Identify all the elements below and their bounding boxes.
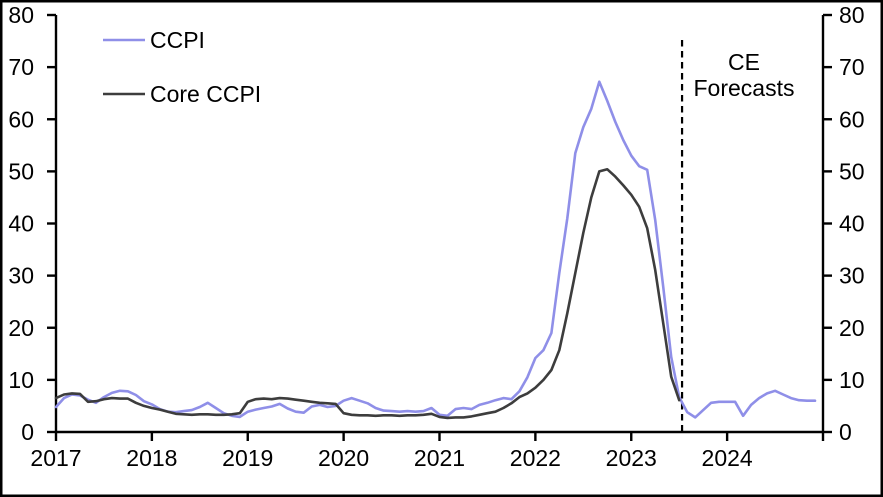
y-axis-tick-label-right: 40 — [839, 211, 865, 237]
x-axis-tick-label: 2021 — [414, 445, 465, 471]
y-axis-tick-label-left: 60 — [8, 106, 34, 132]
y-axis-tick-label-left: 50 — [8, 158, 34, 184]
forecast-annotation-line1: CE — [728, 49, 760, 75]
y-axis-tick-label-right: 0 — [839, 419, 852, 445]
x-axis-tick-label: 2023 — [606, 445, 657, 471]
y-axis-tick-label-left: 10 — [8, 367, 34, 393]
x-axis-tick-label: 2020 — [318, 445, 369, 471]
forecast-annotation-line2: Forecasts — [694, 75, 795, 101]
series-layer — [54, 40, 817, 432]
x-axis-tick-label: 2024 — [702, 445, 753, 471]
y-axis-tick-label-left: 0 — [21, 419, 34, 445]
ccpi-line-series — [54, 80, 817, 419]
core-ccpi-legend-label: Core CCPI — [150, 81, 261, 107]
forecast-annotation: CE Forecasts — [694, 49, 795, 101]
y-axis-tick-label-left: 80 — [8, 2, 34, 28]
y-axis-tick-label-right: 20 — [839, 315, 865, 341]
y-axis-tick-label-right: 10 — [839, 367, 865, 393]
y-axis-tick-label-left: 30 — [8, 263, 34, 289]
y-axis-tick-label-left: 40 — [8, 211, 34, 237]
y-axis-tick-label-right: 70 — [839, 54, 865, 80]
core-ccpi-line-series — [54, 168, 681, 420]
y-axis-tick-label-left: 70 — [8, 54, 34, 80]
x-axis-tick-label: 2017 — [30, 445, 81, 471]
x-axis-tick-label: 2022 — [510, 445, 561, 471]
y-axis-tick-label-right: 30 — [839, 263, 865, 289]
ccpi-legend-label: CCPI — [150, 27, 205, 53]
y-axis-tick-label-right: 60 — [839, 106, 865, 132]
x-axis-tick-label: 2019 — [222, 445, 273, 471]
y-axis-tick-label-right: 50 — [839, 158, 865, 184]
y-axis-tick-label-right: 80 — [839, 2, 865, 28]
legend: CCPI Core CCPI — [103, 27, 261, 107]
y-axis-tick-label-left: 20 — [8, 315, 34, 341]
x-axis-tick-label: 2018 — [126, 445, 177, 471]
